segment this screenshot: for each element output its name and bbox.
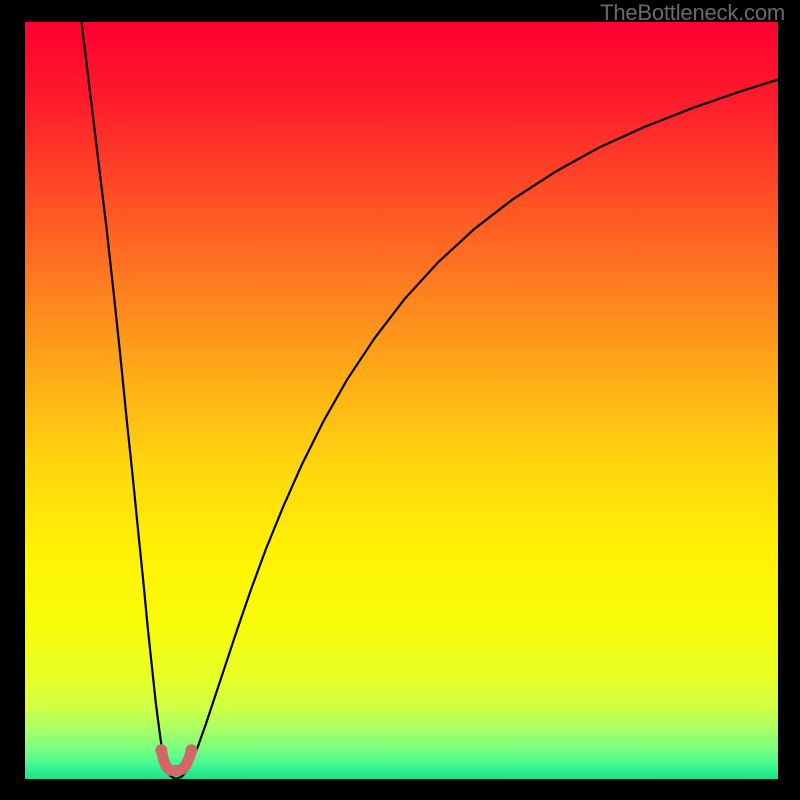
endpoint-dot	[185, 744, 197, 756]
watermark-label: TheBottleneck.com	[600, 0, 785, 26]
plot-area	[25, 22, 778, 779]
endpoint-dot	[155, 744, 167, 756]
bottleneck-curve	[81, 22, 778, 779]
endpoint-dots	[155, 744, 197, 756]
curve-layer	[25, 22, 778, 779]
chart-stage: TheBottleneck.com	[0, 0, 800, 800]
